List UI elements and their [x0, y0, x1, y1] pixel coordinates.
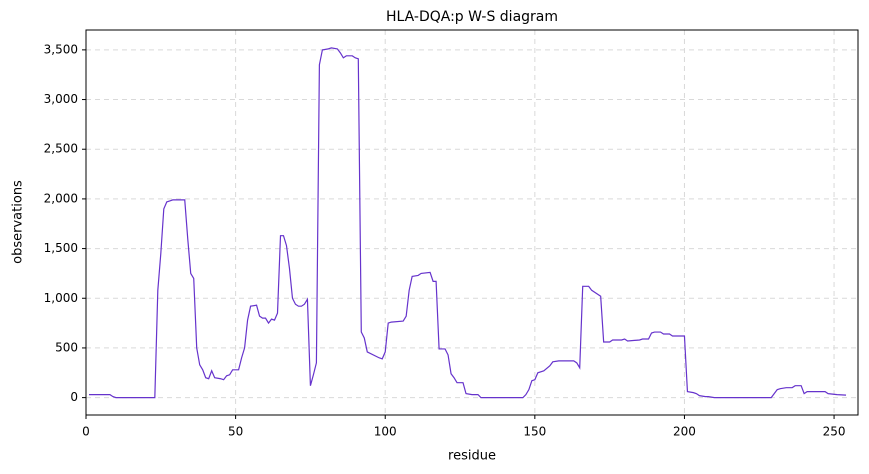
x-tick-label: 150: [523, 425, 546, 439]
y-tick-label: 1,000: [44, 291, 78, 305]
plot-frame: [85, 29, 859, 416]
y-tick-label: 0: [70, 390, 78, 404]
x-axis-label: residue: [448, 449, 496, 464]
y-tick-label: 2,500: [44, 142, 78, 156]
data-line: [88, 47, 847, 399]
y-tick-label: 3,000: [44, 92, 78, 106]
x-tick-label: 100: [374, 425, 397, 439]
y-tick-label: 2,000: [44, 191, 78, 205]
x-tick-label: 250: [823, 425, 846, 439]
chart-title: HLA-DQA:p W-S diagram: [386, 9, 558, 25]
x-tick-label: 200: [673, 425, 696, 439]
y-tick-label: 3,500: [44, 42, 78, 56]
x-tick-label: 50: [228, 425, 243, 439]
y-axis-label: observations: [11, 180, 26, 264]
y-tick-label: 1,500: [44, 241, 78, 255]
x-tick-label: 0: [82, 425, 90, 439]
y-tick-label: 500: [55, 340, 78, 354]
